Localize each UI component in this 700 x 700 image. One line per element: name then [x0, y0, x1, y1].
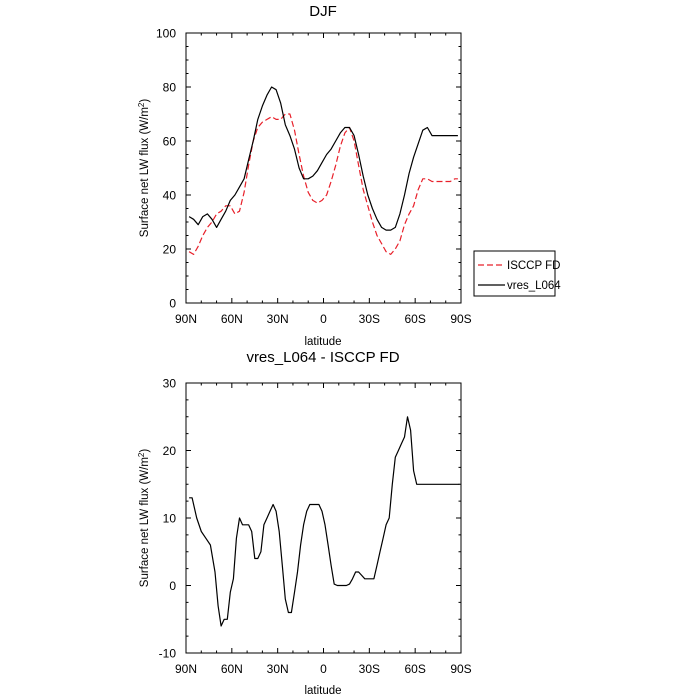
top-y-tick-labels: 0 20 40 60 80 100: [156, 27, 176, 311]
top-y-tick-label: 80: [163, 81, 177, 95]
top-series-lines: [188, 86, 458, 255]
bottom-x-tick-label: 90S: [450, 662, 471, 676]
top-y-axis-label-main: Surface net LW flux (W/m: [139, 107, 151, 237]
legend: ISCCP FD vres_L064: [473, 250, 561, 297]
top-y-tick-label: 40: [163, 189, 177, 203]
series-line-vres-l064-isccp-fd: [189, 416, 460, 627]
bottom-y-axis-label-main: Surface net LW flux (W/m: [139, 457, 151, 587]
panel-bottom: vres_L064 - ISCCP FD 90N 60N 30N 0 30S 60S 90S…: [137, 349, 472, 697]
bottom-chart-title: vres_L064 - ISCCP FD: [246, 349, 399, 366]
top-x-tick-label: 90S: [450, 312, 471, 326]
bottom-y-tick-label: 10: [163, 512, 177, 526]
top-x-tick-label: 60S: [404, 312, 425, 326]
bottom-y-tick-label: 30: [163, 377, 177, 391]
bottom-y-tick-label: 0: [169, 579, 176, 593]
top-x-axis-label: latitude: [304, 336, 341, 348]
top-y-axis-label: Surface net LW flux (W/m2): [137, 99, 151, 238]
legend-label-vres-l064: vres_L064: [507, 280, 561, 292]
legend-box: [473, 250, 556, 297]
top-x-tick-label: 90N: [175, 312, 197, 326]
series-line-isccp-fd: [188, 113, 458, 255]
bottom-y-tick-label: 20: [163, 444, 177, 458]
bottom-x-tick-labels: 90N 60N 30N 0 30S 60S 90S: [175, 662, 472, 676]
bottom-x-tick-label: 90N: [175, 662, 197, 676]
bottom-y-axis-label: Surface net LW flux (W/m2): [137, 449, 151, 588]
legend-label-isccp-fd: ISCCP FD: [507, 260, 560, 272]
bottom-x-tick-label: 60N: [221, 662, 243, 676]
top-y-axis-label-close: ): [139, 99, 151, 103]
panel-top: DJF 90N 60N 30N 0 30S 60S 90S 0 20 40 60 80 100 lat…: [137, 3, 561, 348]
top-x-tick-labels: 90N 60N 30N 0 30S 60S 90S: [175, 312, 472, 326]
series-line-vres-l064: [188, 86, 458, 231]
bottom-y-axis-label-close: ): [139, 449, 151, 453]
top-x-tick-label: 0: [320, 312, 327, 326]
bottom-y-tick-labels: -10 0 10 20 30: [159, 377, 177, 661]
bottom-x-tick-label: 60S: [404, 662, 425, 676]
bottom-tick-marks: [185, 382, 462, 654]
bottom-x-tick-label: 0: [320, 662, 327, 676]
bottom-x-tick-label: 30S: [359, 662, 380, 676]
top-x-tick-label: 60N: [221, 312, 243, 326]
top-y-tick-label: 100: [156, 27, 176, 41]
top-y-tick-label: 20: [163, 243, 177, 257]
bottom-series-lines: [189, 416, 460, 627]
bottom-x-tick-label: 30N: [267, 662, 289, 676]
bottom-y-axis-label-sup: 2: [137, 452, 146, 457]
top-y-tick-label: 60: [163, 135, 177, 149]
top-y-axis-label-sup: 2: [137, 102, 146, 107]
top-x-tick-label: 30S: [359, 312, 380, 326]
top-chart-title: DJF: [309, 3, 337, 20]
bottom-x-axis-label: latitude: [304, 685, 341, 697]
top-plot-frame: [185, 32, 462, 304]
top-y-tick-label: 0: [169, 297, 176, 311]
top-x-tick-label: 30N: [267, 312, 289, 326]
bottom-y-tick-label: -10: [159, 647, 177, 661]
top-tick-marks: [185, 32, 462, 304]
